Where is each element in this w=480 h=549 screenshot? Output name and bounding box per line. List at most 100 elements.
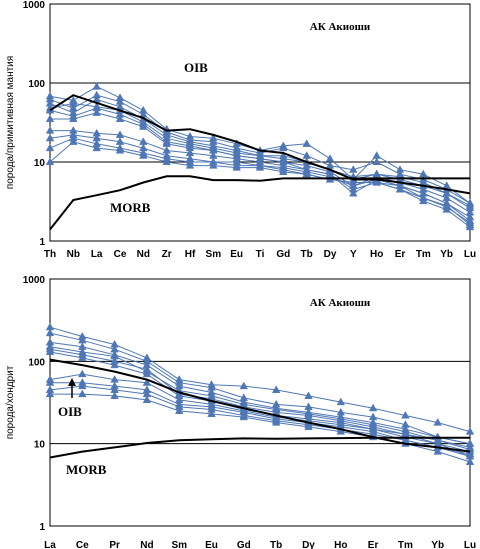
data-point bbox=[304, 391, 313, 399]
data-point bbox=[302, 169, 311, 178]
x-tick-label: Lu bbox=[464, 249, 476, 260]
x-tick-label: Ti bbox=[256, 249, 265, 260]
data-point bbox=[45, 133, 55, 142]
chart-title: АК Акиоши bbox=[310, 297, 371, 309]
x-tick-label: Zr bbox=[162, 249, 172, 260]
x-tick-label: Th bbox=[44, 249, 56, 260]
data-point bbox=[139, 151, 148, 159]
sample-series-10 bbox=[45, 137, 475, 226]
x-tick-label: Yb bbox=[440, 249, 453, 260]
x-tick-label: Er bbox=[368, 540, 379, 549]
data-point bbox=[465, 222, 475, 231]
data-point bbox=[419, 193, 428, 202]
data-point bbox=[442, 202, 451, 210]
x-tick-label: Tb bbox=[270, 540, 282, 549]
data-point bbox=[45, 389, 55, 398]
sample-series-1 bbox=[45, 322, 475, 435]
sample-series-7 bbox=[45, 369, 475, 460]
x-tick-label: Er bbox=[395, 249, 406, 260]
data-point bbox=[372, 151, 381, 159]
x-tick-label: Tm bbox=[416, 249, 431, 260]
data-point bbox=[92, 82, 101, 90]
data-point bbox=[110, 391, 119, 399]
data-point bbox=[465, 457, 475, 465]
data-point bbox=[239, 412, 249, 421]
data-point bbox=[78, 389, 87, 398]
data-point bbox=[207, 409, 216, 417]
data-point bbox=[255, 163, 265, 171]
series-line bbox=[49, 373, 471, 457]
x-tick-label: Ce bbox=[76, 540, 89, 549]
data-point bbox=[174, 406, 184, 414]
plot-frame bbox=[49, 278, 471, 527]
data-point bbox=[372, 157, 381, 166]
data-point bbox=[45, 157, 55, 166]
y-axis-label: порода/примитивная мантия bbox=[5, 56, 16, 189]
data-point bbox=[372, 177, 381, 186]
y-tick-label: 100 bbox=[28, 79, 45, 90]
y-tick-label: 10 bbox=[34, 158, 46, 169]
x-tick-label: Ho bbox=[334, 540, 347, 549]
x-tick-label: Eu bbox=[205, 540, 218, 549]
series-line bbox=[49, 341, 471, 445]
data-point bbox=[465, 427, 475, 435]
sample-series-3 bbox=[45, 337, 475, 447]
x-tick-label: Y bbox=[350, 249, 357, 260]
x-tick-label: La bbox=[91, 249, 103, 260]
series-line bbox=[49, 346, 471, 448]
data-point bbox=[45, 347, 55, 356]
y-tick-label: 1 bbox=[39, 237, 45, 248]
series-line bbox=[49, 326, 471, 433]
data-point bbox=[78, 369, 87, 378]
data-point bbox=[302, 139, 311, 147]
data-point bbox=[433, 447, 442, 455]
x-tick-label: Gd bbox=[276, 249, 290, 260]
data-point bbox=[45, 328, 55, 337]
data-point bbox=[92, 108, 101, 116]
x-tick-label: Gd bbox=[237, 540, 251, 549]
x-tick-label: Ce bbox=[114, 249, 127, 260]
data-point bbox=[279, 143, 288, 152]
x-tick-label: Dy bbox=[302, 540, 315, 549]
data-point bbox=[45, 126, 55, 134]
series-line bbox=[49, 332, 471, 445]
x-tick-label: Hf bbox=[185, 249, 196, 260]
data-point bbox=[142, 369, 152, 378]
x-tick-label: Nd bbox=[137, 249, 150, 260]
sample-series-4 bbox=[45, 342, 475, 451]
data-point bbox=[139, 122, 148, 130]
series-line bbox=[49, 385, 471, 457]
x-tick-label: Tb bbox=[301, 249, 313, 260]
data-point bbox=[142, 395, 152, 403]
data-point bbox=[433, 418, 442, 426]
y-tick-label: 1000 bbox=[23, 275, 46, 286]
data-point bbox=[45, 114, 55, 123]
chart-panel-1: 1 10 100 1000 Th Nb La Ce Nd Zr Hf Sm Eu Ti Gd Tb Dy Y Ho E… bbox=[5, 0, 476, 260]
data-point bbox=[185, 161, 195, 169]
data-point bbox=[395, 184, 405, 193]
y-axis-label: порода/хондрит bbox=[5, 365, 16, 439]
chart-title: АК Акиоши bbox=[310, 21, 371, 33]
data-point bbox=[78, 381, 87, 390]
data-point bbox=[115, 145, 125, 154]
plot-frame bbox=[49, 3, 471, 242]
data-point bbox=[304, 422, 313, 430]
data-point bbox=[209, 161, 218, 169]
data-point bbox=[115, 114, 125, 123]
y-tick-label: 10 bbox=[34, 440, 46, 451]
x-tick-label: Eu bbox=[230, 249, 243, 260]
reference-line-oib bbox=[49, 94, 471, 195]
data-point bbox=[92, 143, 101, 152]
data-point bbox=[232, 163, 241, 171]
annotation-morb: MORB bbox=[66, 462, 107, 477]
x-tick-label: Nb bbox=[67, 249, 80, 260]
data-point bbox=[239, 381, 249, 390]
arrow-head bbox=[68, 378, 76, 386]
data-point bbox=[336, 427, 346, 435]
data-point bbox=[465, 218, 475, 226]
y-tick-label: 100 bbox=[28, 357, 45, 368]
x-tick-label: Tm bbox=[398, 540, 413, 549]
data-point bbox=[69, 98, 78, 107]
annotation-oib: OIB bbox=[184, 60, 208, 75]
